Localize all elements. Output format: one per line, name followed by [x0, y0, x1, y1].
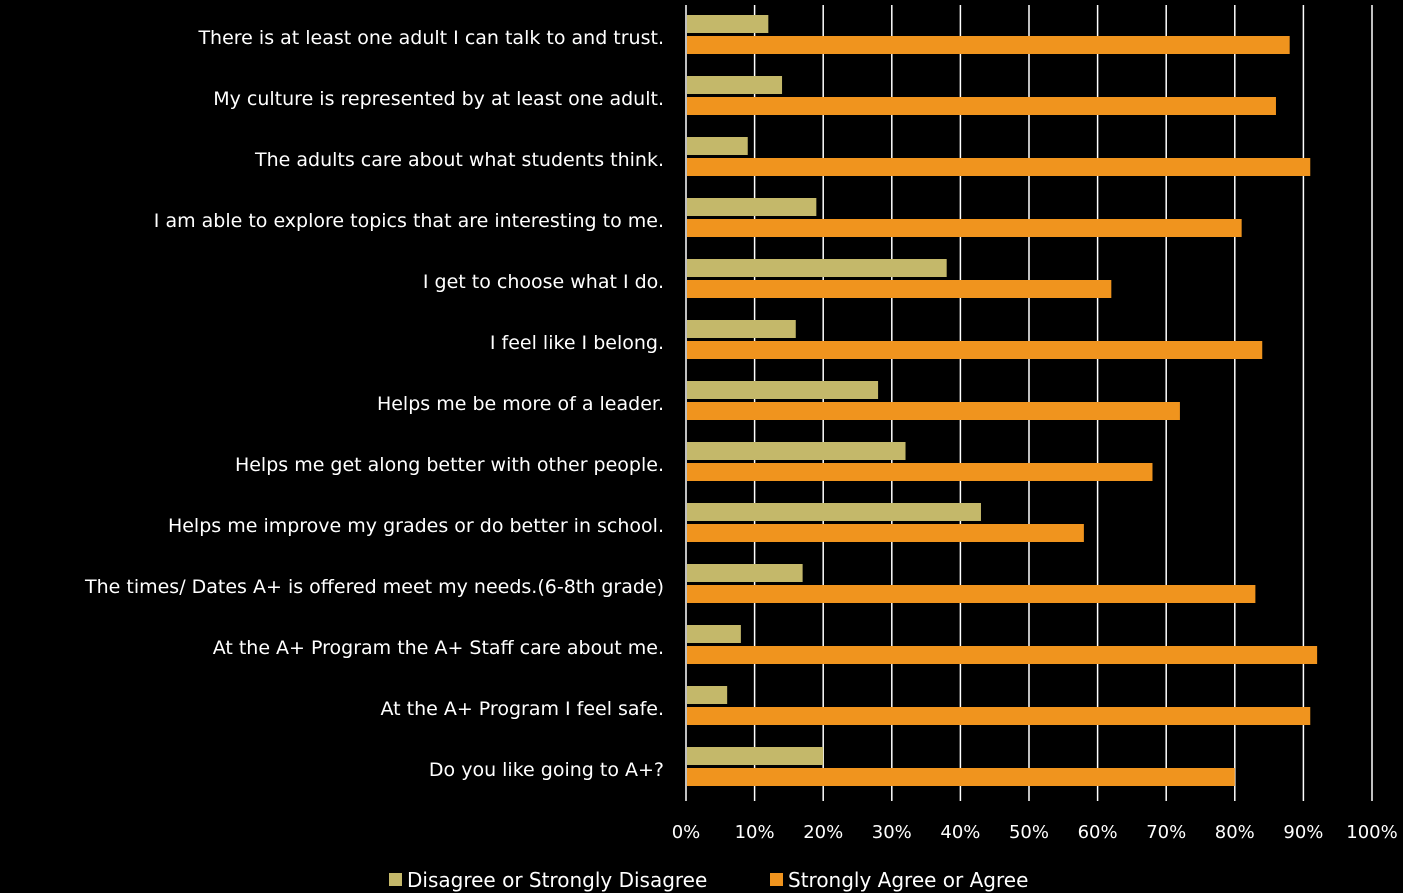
- bar-agree: [687, 585, 1256, 603]
- category-label: Do you like going to A+?: [429, 759, 664, 781]
- bar-agree: [687, 463, 1153, 481]
- bar-agree: [687, 280, 1112, 298]
- bar-agree: [687, 341, 1263, 359]
- category-label: Helps me be more of a leader.: [377, 393, 664, 415]
- x-tick-label: 60%: [1078, 822, 1118, 843]
- bar-agree: [687, 219, 1242, 237]
- bar-disagree: [687, 137, 748, 155]
- x-tick-label: 80%: [1215, 822, 1255, 843]
- bar-disagree: [687, 381, 879, 399]
- category-label: The adults care about what students thin…: [254, 149, 664, 171]
- bar-disagree: [687, 198, 817, 216]
- category-label: I feel like I belong.: [490, 332, 664, 354]
- category-label: There is at least one adult I can talk t…: [197, 27, 664, 49]
- legend-label: Strongly Agree or Agree: [788, 868, 1028, 892]
- legend-swatch: [389, 873, 402, 886]
- bar-disagree: [687, 686, 728, 704]
- x-tick-label: 70%: [1146, 822, 1186, 843]
- category-label: At the A+ Program the A+ Staff care abou…: [213, 637, 664, 659]
- bar-agree: [687, 524, 1084, 542]
- bar-agree: [687, 36, 1290, 54]
- bar-disagree: [687, 320, 796, 338]
- bar-agree: [687, 158, 1311, 176]
- bar-disagree: [687, 259, 947, 277]
- x-tick-labels: 0% 10% 20% 30% 40% 50% 60% 70% 80% 90% 100%: [672, 822, 1398, 843]
- legend-swatch: [770, 873, 783, 886]
- category-labels: There is at least one adult I can talk t…: [84, 27, 664, 781]
- legend: Disagree or Strongly Disagree Strongly Ag…: [389, 868, 1028, 892]
- x-tick-label: 90%: [1283, 822, 1323, 843]
- bar-agree: [687, 402, 1180, 420]
- bar-agree: [687, 768, 1235, 786]
- bar-disagree: [687, 564, 803, 582]
- bar-disagree: [687, 503, 981, 521]
- bar-disagree: [687, 747, 824, 765]
- bar-disagree: [687, 76, 783, 94]
- bar-agree: [687, 646, 1318, 664]
- x-tick-label: 50%: [1009, 822, 1049, 843]
- category-label: Helps me improve my grades or do better …: [168, 515, 664, 537]
- category-label: The times/ Dates A+ is offered meet my n…: [84, 576, 664, 598]
- x-tick-label: 0%: [672, 822, 701, 843]
- bars: [687, 15, 1318, 786]
- bar-disagree: [687, 625, 741, 643]
- category-label: My culture is represented by at least on…: [213, 88, 664, 110]
- bar-agree: [687, 707, 1311, 725]
- x-tick-label: 20%: [803, 822, 843, 843]
- bar-disagree: [687, 15, 769, 33]
- bar-agree: [687, 97, 1276, 115]
- category-label: I am able to explore topics that are int…: [154, 210, 664, 232]
- category-label: At the A+ Program I feel safe.: [380, 698, 664, 720]
- legend-label: Disagree or Strongly Disagree: [407, 868, 707, 892]
- bar-disagree: [687, 442, 906, 460]
- x-tick-label: 30%: [872, 822, 912, 843]
- x-tick-label: 10%: [735, 822, 775, 843]
- x-tick-label: 40%: [940, 822, 980, 843]
- x-tick-label: 100%: [1346, 822, 1397, 843]
- category-label: Helps me get along better with other peo…: [235, 454, 664, 476]
- category-label: I get to choose what I do.: [423, 271, 664, 293]
